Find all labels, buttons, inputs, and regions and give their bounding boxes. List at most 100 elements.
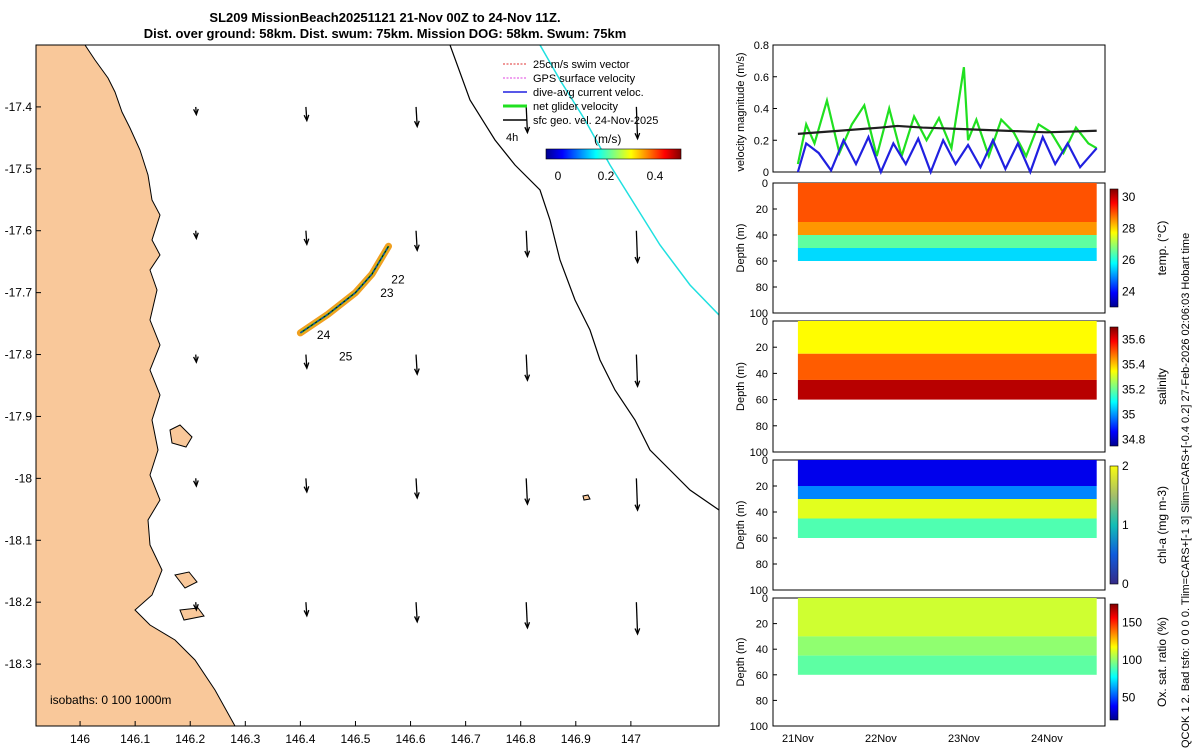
depth-y-tick-label: 0 [762, 593, 768, 605]
geo-vector-arrowhead [193, 356, 199, 364]
shelf-isobath [449, 45, 719, 511]
geo-vector-arrowhead [634, 132, 641, 141]
section-colorbar [1109, 465, 1119, 585]
geo-vector-arrowhead [303, 609, 310, 618]
geo-vector-arrowhead [524, 250, 531, 259]
colorbar-label: Ox. sat. ratio (%) [1155, 617, 1169, 707]
geo-vector-arrowhead [634, 504, 641, 512]
legend-gps-label: GPS surface velocity [533, 73, 636, 85]
section-layer [797, 655, 1097, 675]
geo-vector-arrow [635, 230, 639, 263]
map-x-tick-label: 146.2 [175, 732, 205, 746]
geo-vector-arrow [305, 106, 308, 121]
map-x-tick-label: 147 [621, 732, 641, 746]
depth-y-tick-label: 20 [756, 204, 768, 216]
depth-ylabel: Depth (m) [735, 362, 747, 411]
depth-y-tick-label: 0 [762, 455, 768, 467]
geo-vector-arrowhead [413, 615, 420, 624]
geo-vector-arrowhead [193, 108, 199, 117]
colorbar-tick-label: 35 [1122, 408, 1136, 422]
island [179, 607, 205, 621]
map-legend: 25cm/s swim vector GPS surface velocity … [503, 59, 682, 183]
geo-vector-arrow [635, 106, 639, 139]
colorbar-label: temp. (°C) [1155, 221, 1169, 276]
section-layer [797, 460, 1097, 486]
colorbar-tick-label: 150 [1122, 616, 1142, 630]
colorbar-tick-label: 35.2 [1122, 383, 1146, 397]
map-y-ticks: -17.4 -17.5 -17.6 -17.7 -17.8 -17.9 -18 -18.1 -1… [5, 100, 41, 671]
island [582, 494, 591, 501]
geo-vector-arrow [525, 354, 529, 381]
current-velocity-line [300, 245, 389, 334]
geo-vector-arrow [305, 478, 308, 493]
colorbar-tick-label: 26 [1122, 253, 1136, 267]
map-y-tick-label: -17.9 [5, 409, 33, 423]
depth-ylabel: Depth (m) [735, 501, 747, 550]
colorbar-tick-label: 100 [1122, 653, 1142, 667]
geo-vector-arrow [525, 230, 529, 257]
depth-y-tick-label: 20 [756, 481, 768, 493]
geo-vector-arrowhead [303, 486, 310, 494]
map-y-tick-label: -17.5 [5, 162, 33, 176]
map-frame [35, 44, 720, 727]
colorbar-tick-label: 24 [1122, 284, 1136, 298]
velocity-y-ticks: 0 0.2 0.4 0.6 0.8 [754, 40, 777, 179]
section-layer [797, 518, 1097, 538]
map-y-tick-label: -17.6 [5, 224, 33, 238]
geo-vector-arrowhead [303, 238, 310, 247]
colorbar-tick-label: 35.4 [1122, 358, 1146, 372]
map-x-tick-label: 146.7 [451, 732, 481, 746]
section-layer [797, 248, 1097, 261]
section-colorbar [1109, 603, 1119, 721]
velocity-panel: 0 0.2 0.4 0.6 0.8 velocity magnitude (m/s) [735, 40, 1106, 179]
geo-vector-arrowhead [413, 368, 420, 376]
colorbar-tick-label: 0 [1122, 577, 1129, 591]
map-x-tick-label: 146.3 [230, 732, 260, 746]
glider-track [296, 242, 393, 337]
depth-y-tick-label: 100 [750, 585, 768, 597]
section-layer [797, 321, 1097, 354]
colorbar-tick-label: 28 [1122, 221, 1136, 235]
legend-glider-label: net glider velocity [533, 101, 618, 113]
depth-y-tick-label: 40 [756, 368, 768, 380]
section-layer [797, 235, 1097, 248]
map-y-tick-label: -18.2 [5, 595, 33, 609]
geo-vector-arrow [415, 230, 418, 251]
section-layer [797, 636, 1097, 656]
map-x-tick-label: 146.5 [340, 732, 370, 746]
map-x-tick-label: 146.9 [561, 732, 591, 746]
velocity-y-tick-label: 0.8 [754, 40, 769, 52]
island [169, 424, 193, 448]
colorbar-tick-label: 2 [1122, 459, 1129, 473]
geo-vector-arrowhead [303, 114, 310, 123]
geo-vector-arrow [525, 478, 529, 505]
map-x-tick-label: 146.6 [396, 732, 426, 746]
depth-y-tick-label: 100 [750, 447, 768, 459]
section-layer [797, 222, 1097, 235]
colorbar-tick-2: 0.4 [647, 169, 664, 183]
depth-y-tick-label: 60 [756, 670, 768, 682]
map-x-tick-label: 146.8 [506, 732, 536, 746]
legend-geo-label: sfc geo. vel. 24-Nov-2025 [533, 115, 658, 127]
geo-vector-arrowhead [193, 604, 199, 612]
depth-y-tick-label: 60 [756, 256, 768, 268]
section-colorbar [1109, 188, 1119, 308]
geo-vector-arrowhead [634, 380, 641, 388]
island [174, 571, 198, 589]
geo-vector-arrow [415, 602, 418, 622]
geo-vector-arrow [415, 106, 418, 127]
time-tick-label: 23Nov [948, 733, 980, 745]
sfc-velocity-vectors [193, 106, 641, 636]
depth-y-tick-label: 20 [756, 619, 768, 631]
velocity-colorbar [545, 148, 682, 160]
section-layer [797, 598, 1097, 637]
coastline-land [36, 45, 236, 726]
map-x-ticks: 146 146.1 146.2 146.3 146.4 146.5 146.6 146.7 14… [70, 721, 641, 746]
geo-vector-arrowhead [413, 492, 420, 500]
geo-vector-arrowhead [524, 622, 531, 630]
depth-y-tick-label: 40 [756, 644, 768, 656]
velocity-y-tick-label: 0.4 [754, 104, 769, 116]
